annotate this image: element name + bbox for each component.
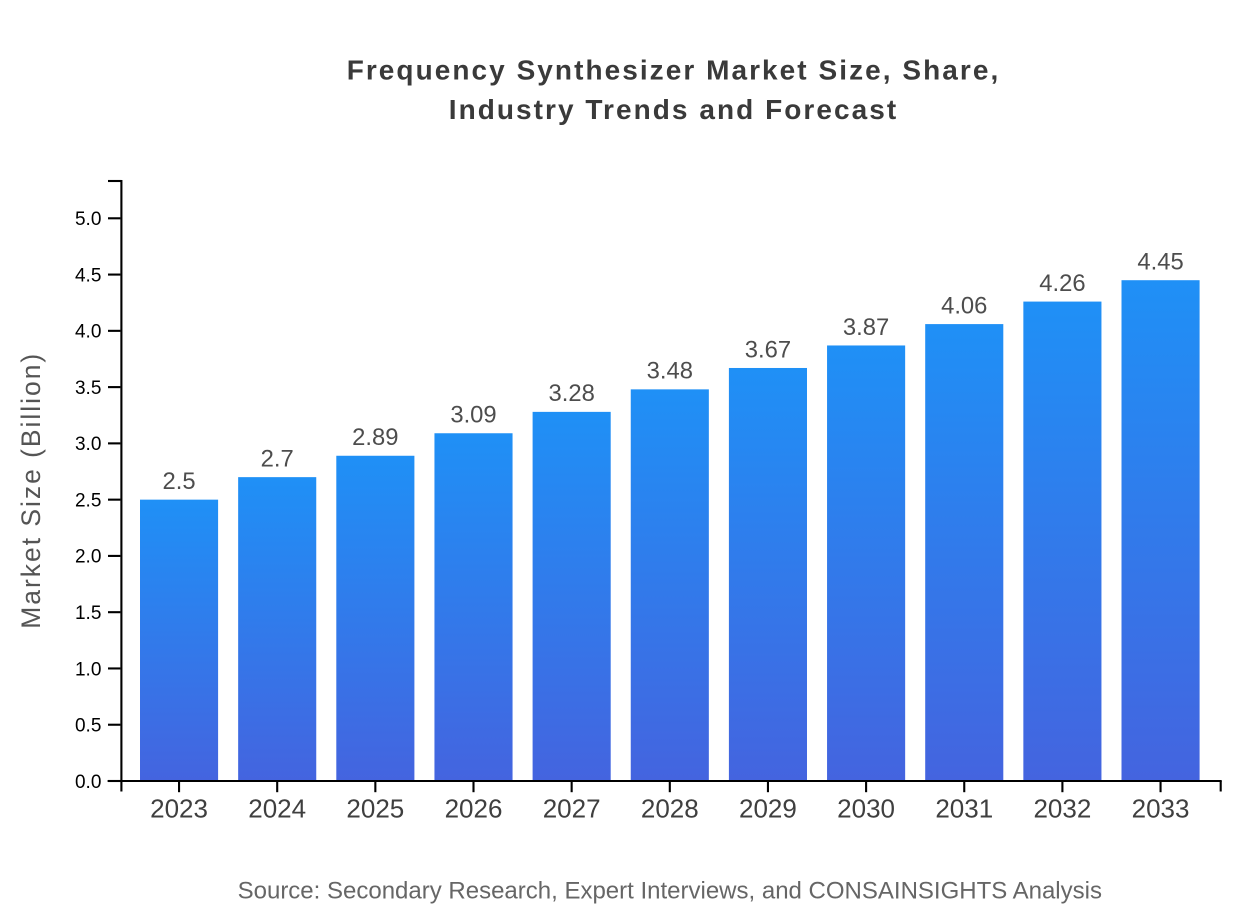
svg-text:3.5: 3.5 [75, 378, 101, 399]
svg-text:Market Size (Billion): Market Size (Billion) [16, 352, 46, 629]
svg-text:1.5: 1.5 [75, 603, 101, 624]
svg-text:2026: 2026 [445, 793, 503, 823]
svg-text:2025: 2025 [346, 793, 404, 823]
svg-text:3.0: 3.0 [75, 434, 101, 455]
svg-text:3.87: 3.87 [843, 314, 889, 341]
svg-text:5.0: 5.0 [75, 209, 101, 230]
svg-text:0.5: 0.5 [75, 716, 101, 737]
svg-text:2031: 2031 [935, 793, 993, 823]
svg-text:Source: Secondary Research, Ex: Source: Secondary Research, Expert Inter… [238, 878, 1102, 905]
svg-text:4.26: 4.26 [1039, 270, 1085, 297]
svg-text:2023: 2023 [150, 793, 208, 823]
svg-text:3.48: 3.48 [647, 358, 693, 385]
svg-text:3.09: 3.09 [450, 402, 496, 429]
svg-text:4.5: 4.5 [75, 265, 101, 286]
svg-text:4.45: 4.45 [1137, 249, 1183, 276]
svg-text:3.67: 3.67 [745, 336, 791, 363]
svg-text:3.28: 3.28 [548, 380, 594, 407]
svg-text:Frequency Synthesizer Market S: Frequency Synthesizer Market Size, Share… [347, 54, 1001, 85]
svg-text:4.06: 4.06 [941, 292, 987, 319]
svg-text:2024: 2024 [248, 793, 306, 823]
svg-text:2028: 2028 [641, 793, 699, 823]
svg-text:2.7: 2.7 [261, 445, 294, 472]
svg-text:2033: 2033 [1132, 793, 1190, 823]
svg-text:Industry Trends and Forecast: Industry Trends and Forecast [449, 94, 899, 125]
svg-text:2030: 2030 [837, 793, 895, 823]
svg-text:2.5: 2.5 [75, 490, 101, 511]
svg-text:2.0: 2.0 [75, 547, 101, 568]
svg-text:2032: 2032 [1033, 793, 1091, 823]
svg-text:1.0: 1.0 [75, 659, 101, 680]
svg-text:2.5: 2.5 [163, 468, 196, 495]
svg-text:2027: 2027 [543, 793, 601, 823]
svg-text:4.0: 4.0 [75, 322, 101, 343]
svg-text:2.89: 2.89 [352, 424, 398, 451]
svg-text:0.0: 0.0 [75, 772, 101, 793]
svg-text:2029: 2029 [739, 793, 797, 823]
